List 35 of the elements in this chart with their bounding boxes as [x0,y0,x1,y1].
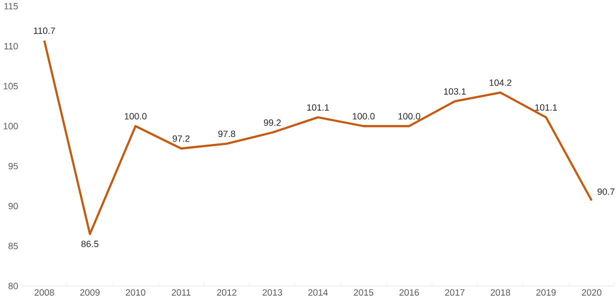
y-tick-label: 110 [4,43,18,50]
y-tick-label: 85 [8,242,18,250]
text: 100.0 [398,113,420,120]
y-tick-label: 80 [8,282,18,290]
text: 99.2 [264,120,281,126]
x-tick-label: 2017 [445,289,464,296]
y-tick-label: 100 [4,123,18,130]
x-tick-label: 2019 [536,289,556,296]
x-tick-label: 2016 [400,289,419,296]
text: 97.8 [218,130,236,138]
line-series [43,40,593,236]
text: 100.0 [352,113,375,120]
x-tick-label: 2009 [80,289,100,296]
text: 101.1 [307,104,329,111]
x-tick-label: 2012 [217,289,236,296]
y-tick-label: 115 [4,3,18,10]
text: 97.2 [172,136,190,142]
x-tick-label: 2020 [582,289,602,296]
x-tick-label: 2008 [34,289,54,296]
y-tick-label: 90 [8,202,18,210]
text: 103.1 [444,88,466,95]
x-tick-label: 2018 [490,289,510,296]
x-tick-label: 2010 [126,289,146,296]
text: 100.0 [124,113,147,120]
text: 90.7 [598,188,614,196]
text: 101.1 [535,104,557,111]
text: 110.7 [34,28,55,34]
x-tick-label: 2014 [308,289,328,296]
y-tick-label: 105 [4,83,18,90]
x-tick-label: 2013 [262,289,282,296]
y-tick-label: 95 [8,162,18,170]
x-tick-label: 2011 [172,289,190,296]
text: 104.2 [490,80,512,86]
text: 86.5 [81,240,98,248]
x-tick-label: 2015 [354,289,374,296]
